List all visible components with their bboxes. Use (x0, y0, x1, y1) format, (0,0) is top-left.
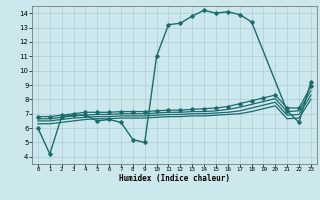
X-axis label: Humidex (Indice chaleur): Humidex (Indice chaleur) (119, 174, 230, 183)
